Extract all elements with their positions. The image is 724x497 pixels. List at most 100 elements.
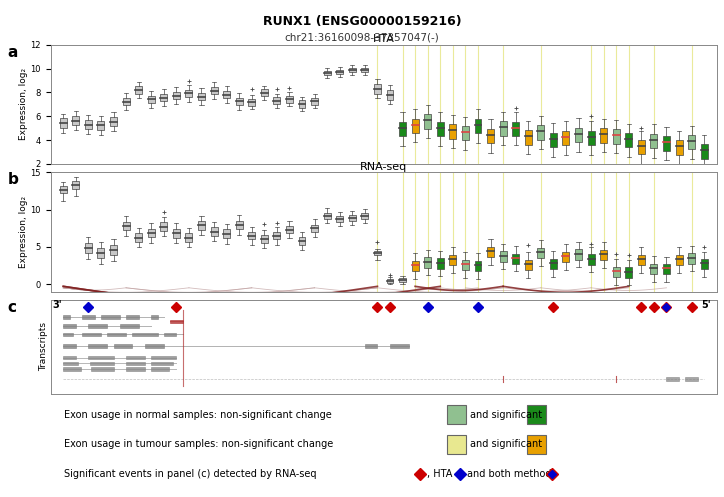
FancyBboxPatch shape [450,255,456,265]
FancyBboxPatch shape [349,215,355,221]
FancyBboxPatch shape [261,89,268,96]
FancyBboxPatch shape [298,237,306,245]
FancyBboxPatch shape [600,250,607,260]
FancyBboxPatch shape [236,221,243,230]
FancyBboxPatch shape [512,253,519,264]
Y-axis label: Transcripts: Transcripts [39,322,48,371]
FancyBboxPatch shape [236,98,243,105]
FancyBboxPatch shape [424,114,432,129]
Text: and significant: and significant [471,439,542,449]
Bar [126,356,145,359]
FancyBboxPatch shape [110,117,117,126]
FancyBboxPatch shape [525,260,531,270]
FancyBboxPatch shape [447,406,466,424]
Bar [390,344,409,348]
Bar [170,320,182,323]
FancyBboxPatch shape [525,130,531,145]
FancyBboxPatch shape [527,435,546,454]
FancyBboxPatch shape [527,406,546,424]
FancyBboxPatch shape [638,140,645,155]
FancyBboxPatch shape [675,140,683,155]
FancyBboxPatch shape [689,253,695,264]
FancyBboxPatch shape [173,229,180,238]
FancyBboxPatch shape [474,261,481,271]
FancyBboxPatch shape [211,87,217,94]
FancyBboxPatch shape [135,233,142,242]
Bar [90,361,114,365]
FancyBboxPatch shape [286,95,293,103]
Bar [63,344,76,348]
FancyBboxPatch shape [613,129,620,144]
FancyBboxPatch shape [98,121,104,130]
FancyBboxPatch shape [512,122,519,136]
FancyBboxPatch shape [122,222,130,231]
FancyBboxPatch shape [72,116,79,125]
FancyBboxPatch shape [550,259,557,269]
FancyBboxPatch shape [412,260,418,271]
FancyBboxPatch shape [462,260,469,270]
FancyBboxPatch shape [336,70,343,74]
Bar [686,377,698,381]
FancyBboxPatch shape [185,89,193,97]
FancyBboxPatch shape [198,93,205,100]
FancyBboxPatch shape [600,128,607,143]
FancyBboxPatch shape [211,227,217,236]
FancyBboxPatch shape [537,125,544,140]
Bar [63,332,73,336]
FancyBboxPatch shape [447,435,466,454]
FancyBboxPatch shape [638,255,645,265]
FancyBboxPatch shape [588,131,594,145]
Bar [667,377,679,381]
FancyBboxPatch shape [487,247,494,257]
Bar [126,367,145,371]
Bar [91,367,114,371]
FancyBboxPatch shape [374,84,381,93]
FancyBboxPatch shape [60,186,67,193]
Bar [164,332,177,336]
FancyBboxPatch shape [60,118,67,128]
FancyBboxPatch shape [563,131,569,145]
FancyBboxPatch shape [626,133,632,148]
Y-axis label: Expression, log₂: Expression, log₂ [19,196,28,268]
Bar [88,324,107,328]
Bar [151,361,172,365]
Text: chr21:36160098-37357047(-): chr21:36160098-37357047(-) [285,32,439,42]
Bar [126,316,139,319]
FancyBboxPatch shape [311,98,318,105]
FancyBboxPatch shape [135,86,142,93]
FancyBboxPatch shape [626,267,632,278]
Bar [151,316,158,319]
Bar [82,316,95,319]
FancyBboxPatch shape [701,144,707,159]
FancyBboxPatch shape [412,119,418,133]
FancyBboxPatch shape [248,232,256,240]
FancyBboxPatch shape [500,121,507,136]
FancyBboxPatch shape [650,264,657,274]
Bar [126,361,145,365]
Text: Significant events in panel (c) detected by RNA-seq: Significant events in panel (c) detected… [64,469,316,479]
Text: RUNX1 (ENSG00000159216): RUNX1 (ENSG00000159216) [263,15,461,28]
FancyBboxPatch shape [361,68,369,72]
Bar [107,332,126,336]
FancyBboxPatch shape [286,226,293,233]
Text: and significant: and significant [471,410,542,419]
FancyBboxPatch shape [387,279,393,283]
Bar [88,344,107,348]
Text: and both methods: and both methods [467,469,557,479]
Y-axis label: Expression, log₂: Expression, log₂ [19,68,28,141]
FancyBboxPatch shape [248,99,256,106]
Text: Exon usage in tumour samples: non-significant change: Exon usage in tumour samples: non-signif… [64,439,333,449]
FancyBboxPatch shape [223,230,230,239]
FancyBboxPatch shape [487,129,494,143]
Bar [114,344,132,348]
Bar [132,332,158,336]
FancyBboxPatch shape [185,233,193,242]
Bar [63,316,70,319]
Bar [88,356,114,359]
FancyBboxPatch shape [261,235,268,243]
Bar [119,324,139,328]
FancyBboxPatch shape [474,119,481,133]
FancyBboxPatch shape [588,254,594,265]
FancyBboxPatch shape [148,229,155,238]
FancyBboxPatch shape [173,92,180,99]
